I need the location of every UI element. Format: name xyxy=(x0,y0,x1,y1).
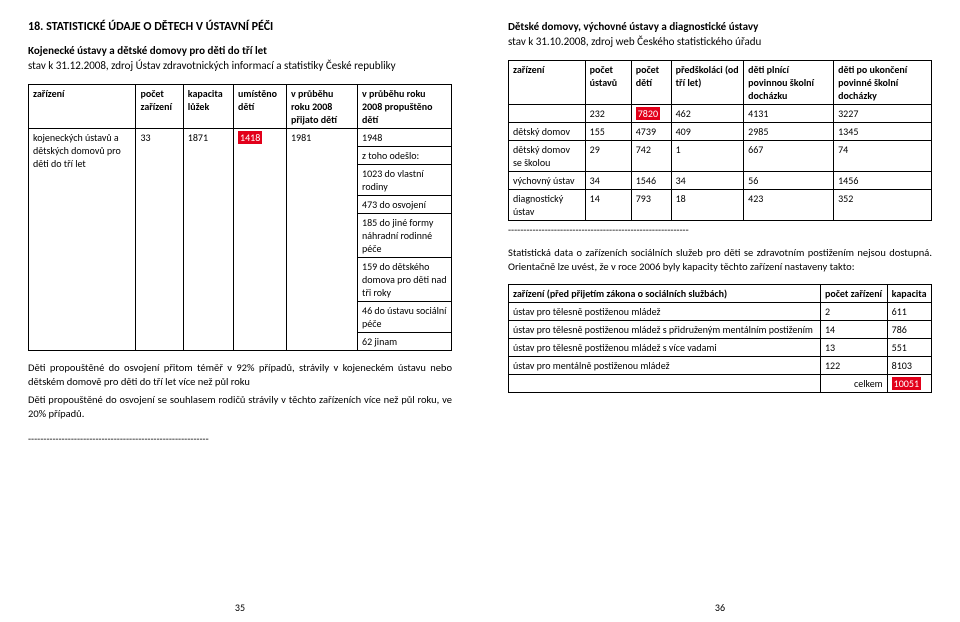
td: 1981 xyxy=(286,128,357,350)
td: 14 xyxy=(820,321,887,339)
td: 3227 xyxy=(834,104,932,122)
td: 742 xyxy=(631,140,671,171)
td: celkem xyxy=(820,375,887,393)
nested-cell: 1948 xyxy=(358,129,451,147)
th: v průběhu roku 2008 propuštěno dětí xyxy=(358,84,452,128)
th: předškoláci (od tří let) xyxy=(671,60,744,104)
subsection-title: Kojenecké ústavy a dětské domovy pro dět… xyxy=(28,44,452,57)
td: 1418 xyxy=(234,128,287,350)
td: 34 xyxy=(671,171,744,189)
th: kapacita lůžek xyxy=(183,84,233,128)
td: 7820 xyxy=(631,104,671,122)
nested-cell: 159 do dětského domova pro děti nad tři … xyxy=(358,257,451,301)
td: 1 xyxy=(671,140,744,171)
td: 786 xyxy=(887,321,931,339)
source-line: stav k 31.10.2008, zdroj web Českého sta… xyxy=(508,35,932,50)
td: 14 xyxy=(585,189,631,220)
left-table: zařízení počet zařízení kapacita lůžek u… xyxy=(28,84,452,351)
section-title: 18. STATISTICKÉ ÚDAJE O DĚTECH V ÚSTAVNÍ… xyxy=(28,20,452,34)
para: Děti propouštěné do osvojení se souhlase… xyxy=(28,393,452,421)
nested-cell: 185 do jiné formy náhradní rodinné péče xyxy=(358,213,451,257)
th: zařízení xyxy=(29,84,136,128)
td: 667 xyxy=(744,140,834,171)
td: 13 xyxy=(820,339,887,357)
td: 18 xyxy=(671,189,744,220)
dashes: ----------------------------------------… xyxy=(508,223,932,236)
td: ústav pro tělesně postiženou mládež s př… xyxy=(509,321,821,339)
para: Statistická data o zařízeních sociálních… xyxy=(508,246,932,274)
td: 122 xyxy=(820,357,887,375)
td: 8103 xyxy=(887,357,931,375)
right-table-2: zařízení (před přijetím zákona o sociáln… xyxy=(508,284,932,393)
hl-value: 10051 xyxy=(892,377,921,390)
td: ústav pro tělesně postiženou mládež s ví… xyxy=(509,339,821,357)
table-row: kojeneckých ústavů a dětských domovů pro… xyxy=(29,128,452,350)
td: 793 xyxy=(631,189,671,220)
td: dětský domov se školou xyxy=(509,140,586,171)
td: 155 xyxy=(585,122,631,140)
td: 2 xyxy=(820,303,887,321)
td xyxy=(509,375,821,393)
th: počet zařízení xyxy=(136,84,183,128)
td: ústav pro tělesně postiženou mládež xyxy=(509,303,821,321)
td: 1546 xyxy=(631,171,671,189)
td: 33 xyxy=(136,128,183,350)
th: děti po ukončení povinné školní docházky xyxy=(834,60,932,104)
dashes: ----------------------------------------… xyxy=(28,432,452,445)
hl-value: 1418 xyxy=(238,131,262,144)
td: 232 xyxy=(585,104,631,122)
td: 1948z toho odešlo:1023 do vlastní rodiny… xyxy=(358,128,452,350)
th: počet dětí xyxy=(631,60,671,104)
hl-value: 7820 xyxy=(636,107,660,120)
th: počet ústavů xyxy=(585,60,631,104)
right-table-1: zařízenípočet ústavůpočet dětípředškolác… xyxy=(508,60,932,221)
td: 352 xyxy=(834,189,932,220)
nested-cell: 46 do ústavu sociální péče xyxy=(358,301,451,332)
td: 34 xyxy=(585,171,631,189)
source-line: stav k 31.12.2008, zdroj Ústav zdravotni… xyxy=(28,59,452,74)
nested-cell: 62 jinam xyxy=(358,332,451,350)
page-number: 36 xyxy=(480,601,960,614)
para: Děti propouštěné do osvojení přitom témě… xyxy=(28,361,452,389)
page-number: 35 xyxy=(0,601,480,614)
td: 10051 xyxy=(887,375,931,393)
nested-cell: z toho odešlo: xyxy=(358,146,451,164)
page-right: Dětské domovy, výchovné ústavy a diagnos… xyxy=(480,0,960,622)
td: kojeneckých ústavů a dětských domovů pro… xyxy=(29,128,136,350)
nested-cell: 473 do osvojení xyxy=(358,195,451,213)
td: diagnostický ústav xyxy=(509,189,586,220)
td: 423 xyxy=(744,189,834,220)
td: 1345 xyxy=(834,122,932,140)
subsection-title: Dětské domovy, výchovné ústavy a diagnos… xyxy=(508,20,932,33)
td: 551 xyxy=(887,339,931,357)
td: 74 xyxy=(834,140,932,171)
th: umístěno dětí xyxy=(234,84,287,128)
page-left: 18. STATISTICKÉ ÚDAJE O DĚTECH V ÚSTAVNÍ… xyxy=(0,0,480,622)
th: děti plnící povinnou školní docházku xyxy=(744,60,834,104)
td: 1456 xyxy=(834,171,932,189)
td: 4739 xyxy=(631,122,671,140)
td xyxy=(509,104,586,122)
th: v průběhu roku 2008 přijato dětí xyxy=(286,84,357,128)
td: dětský domov xyxy=(509,122,586,140)
td: 29 xyxy=(585,140,631,171)
nested-cell: 1023 do vlastní rodiny xyxy=(358,164,451,195)
td: 2985 xyxy=(744,122,834,140)
td: 1871 xyxy=(183,128,233,350)
td: 4131 xyxy=(744,104,834,122)
th: počet zařízení xyxy=(820,285,887,303)
td: 56 xyxy=(744,171,834,189)
table-row: zařízení počet zařízení kapacita lůžek u… xyxy=(29,84,452,128)
td: výchovný ústav xyxy=(509,171,586,189)
th: zařízení xyxy=(509,60,586,104)
td: 462 xyxy=(671,104,744,122)
td: 611 xyxy=(887,303,931,321)
td: 409 xyxy=(671,122,744,140)
td: ústav pro mentálně postiženou mládež xyxy=(509,357,821,375)
th: zařízení (před přijetím zákona o sociáln… xyxy=(509,285,821,303)
th: kapacita xyxy=(887,285,931,303)
